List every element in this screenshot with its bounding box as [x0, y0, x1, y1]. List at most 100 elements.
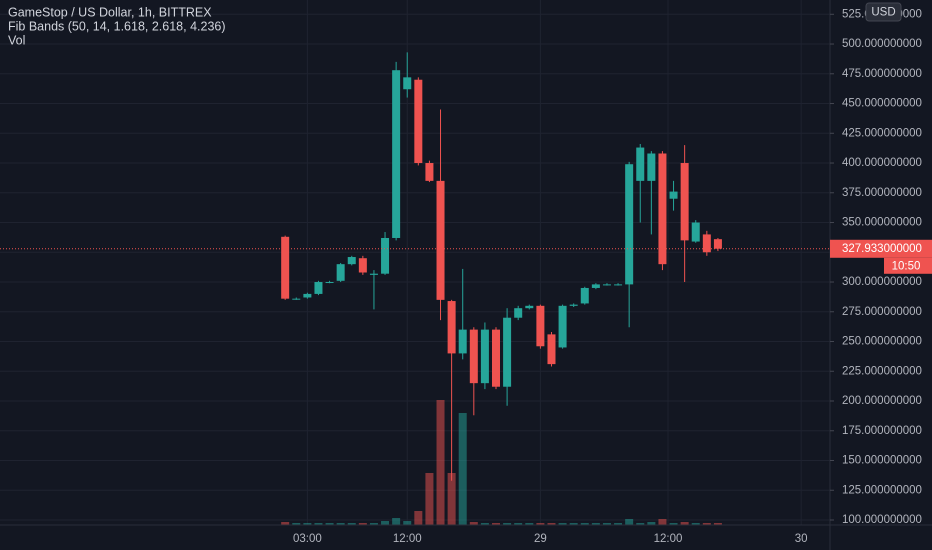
y-tick-label: 500.000000000 — [842, 38, 922, 50]
candle-body — [414, 79, 423, 164]
candle-body — [713, 239, 722, 249]
x-tick-label: 03:00 — [293, 533, 322, 545]
candle-body — [525, 305, 534, 309]
candle-body — [680, 163, 689, 241]
y-tick-label: 200.000000000 — [842, 395, 922, 407]
candle-body — [469, 329, 478, 384]
volume-bar — [680, 522, 689, 525]
currency-button[interactable] — [865, 2, 902, 22]
y-tick-label: 375.000000000 — [842, 187, 922, 199]
candle-body — [625, 164, 634, 285]
volume-bar — [525, 523, 534, 525]
candle-body — [436, 180, 445, 300]
volume-bar — [591, 523, 600, 525]
candle-body — [425, 163, 434, 181]
candle-layer — [281, 52, 722, 481]
candle-body — [492, 329, 501, 387]
candle-body — [392, 70, 401, 238]
volume-bar — [336, 523, 345, 525]
candle-body — [591, 284, 600, 288]
candle-body — [569, 304, 578, 306]
candle-body — [558, 305, 567, 348]
candle-body — [336, 264, 345, 281]
candle-body — [480, 329, 489, 384]
volume-bar — [292, 523, 301, 525]
y-tick-label: 425.000000000 — [842, 127, 922, 139]
volume-bar — [547, 523, 556, 525]
candle-body — [458, 329, 467, 354]
candle-body — [403, 77, 412, 90]
y-tick-label: 225.000000000 — [842, 365, 922, 377]
volume-bar — [636, 523, 645, 525]
volume-bar — [514, 523, 523, 525]
volume-bar — [658, 519, 667, 525]
volume-bar — [469, 522, 478, 525]
volume-bar — [580, 523, 589, 525]
last-price-box — [830, 239, 932, 258]
currency-label[interactable]: USD — [871, 7, 895, 19]
candle-body — [647, 153, 656, 181]
volume-bar — [647, 522, 656, 525]
candle-body — [369, 273, 378, 275]
y-tick-label: 450.000000000 — [842, 98, 922, 110]
volume-bar — [480, 523, 489, 525]
x-tick-label: 30 — [795, 533, 808, 545]
y-tick-label: 275.000000000 — [842, 306, 922, 318]
volume-bar — [436, 400, 445, 525]
volume-bar — [602, 523, 611, 525]
candle-body — [314, 282, 323, 294]
candle-body — [381, 237, 390, 274]
volume-bar — [503, 523, 512, 525]
volume-bar — [713, 523, 722, 525]
x-tick-label: 29 — [534, 533, 547, 545]
candle-body — [547, 334, 556, 365]
candle-body — [580, 287, 589, 304]
volume-bar — [447, 473, 456, 525]
volume-bar — [403, 521, 412, 525]
volume-bar — [492, 523, 501, 525]
volume-bar — [425, 473, 434, 525]
last-price-label: 327.933000000 — [842, 243, 922, 255]
y-tick-label: 125.000000000 — [842, 484, 922, 496]
candle-body — [614, 284, 623, 286]
volume-bar — [347, 523, 356, 525]
y-tick-label: 100.000000000 — [842, 514, 922, 526]
volume-bar — [358, 523, 367, 525]
candle-body — [292, 298, 301, 300]
y-tick-label: 475.000000000 — [842, 68, 922, 80]
candle-body — [602, 284, 611, 286]
volume-bar — [325, 523, 334, 525]
volume-layer — [281, 400, 722, 525]
candle-body — [347, 257, 356, 265]
candle-body — [536, 305, 545, 347]
x-tick-label: 12:00 — [393, 533, 422, 545]
candle-body — [447, 301, 456, 354]
candle-body — [325, 282, 334, 284]
candle-body — [691, 222, 700, 242]
volume-bar — [536, 523, 545, 525]
volume-bar — [381, 521, 390, 525]
candle-body — [669, 191, 678, 199]
chart-title: GameStop / US Dollar, 1h, BITTREX — [8, 5, 212, 19]
candle-body — [658, 153, 667, 265]
y-tick-label: 350.000000000 — [842, 217, 922, 229]
candle-body — [503, 317, 512, 387]
volume-bar — [303, 523, 312, 525]
countdown-label: 10:50 — [892, 260, 921, 272]
volume-bar — [669, 523, 678, 525]
volume-bar — [625, 519, 634, 525]
axes: 100.000000000 125.000000000 150.000000000 1… — [0, 8, 932, 545]
volume-bar — [369, 523, 378, 525]
volume-bar — [414, 511, 423, 525]
y-tick-label: 400.000000000 — [842, 157, 922, 169]
candle-body — [281, 236, 290, 299]
volume-bar — [614, 523, 623, 525]
volume-bar — [702, 523, 711, 525]
volume-bar — [281, 522, 290, 525]
volume-bar — [691, 523, 700, 525]
y-tick-label: 300.000000000 — [842, 276, 922, 288]
candle-body — [514, 308, 523, 318]
candle-body — [702, 234, 711, 253]
volume-bar — [569, 523, 578, 525]
